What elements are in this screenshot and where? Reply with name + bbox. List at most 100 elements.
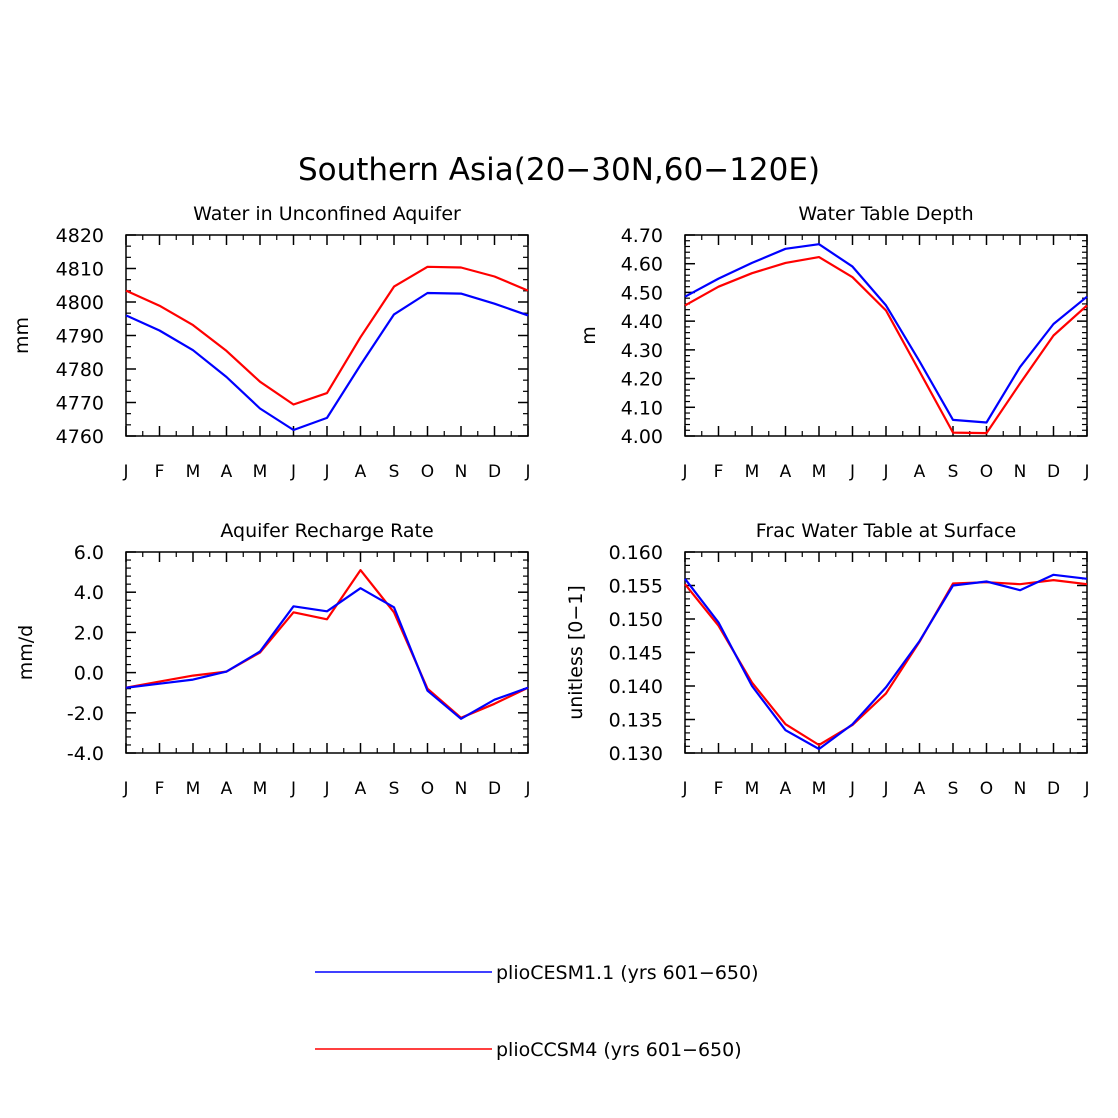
y-tick-label: 4810 [56,259,104,281]
x-tick-label: J [524,462,530,482]
series-line-cesm [125,587,529,720]
x-tick-label: S [948,779,959,799]
x-tick-label: J [290,779,296,799]
x-tick-label: D [488,462,501,482]
panel-title: Aquifer Recharge Rate [220,520,433,542]
y-axis-label: mm [11,317,33,354]
y-tick-label: 2.0 [74,622,104,644]
y-tick-label: 6.0 [74,542,104,564]
x-tick-label: M [253,462,268,482]
y-tick-label: 0.135 [609,710,663,732]
y-axis-label: unitless [0−1] [565,585,587,720]
panel-title: Water in Unconfined Aquifer [193,203,461,225]
y-tick-label: 4.60 [621,254,663,276]
plot-frame [125,234,529,437]
x-tick-label: N [455,779,468,799]
y-tick-label: 0.0 [74,663,104,685]
x-tick-label: J [681,779,687,799]
y-tick-label: 0.140 [609,676,663,698]
y-tick-label: 4.70 [621,225,663,247]
x-tick-label: J [1083,462,1089,482]
y-tick-label: -2.0 [67,703,104,725]
x-tick-label: J [323,779,329,799]
x-tick-label: N [1014,779,1027,799]
x-tick-label: F [714,779,724,799]
y-tick-label: 0.150 [609,609,663,631]
y-axis-label: m [578,326,600,345]
x-tick-label: S [948,462,959,482]
x-tick-label: O [980,779,993,799]
x-tick-label: O [980,462,993,482]
x-tick-label: M [745,462,760,482]
x-tick-label: J [290,462,296,482]
x-tick-label: J [122,462,128,482]
y-tick-label: 0.145 [609,643,663,665]
plot-frame [684,551,1088,754]
y-tick-label: 4760 [56,426,104,448]
x-tick-label: M [253,779,268,799]
legend-label-ccsm: plioCCSM4 (yrs 601−650) [496,1039,742,1061]
series-line-ccsm [684,256,1088,435]
series-line-ccsm [125,568,529,719]
x-tick-label: J [122,779,128,799]
x-tick-label: J [681,462,687,482]
x-tick-label: F [155,779,165,799]
x-tick-label: N [455,462,468,482]
x-tick-label: J [1083,779,1089,799]
series-line-ccsm [125,265,529,406]
y-tick-label: 4.40 [621,311,663,333]
y-tick-label: 0.155 [609,576,663,598]
y-tick-label: 4.10 [621,397,663,419]
x-tick-label: D [488,779,501,799]
x-tick-label: A [355,779,367,799]
y-tick-label: 4800 [56,292,104,314]
x-tick-label: J [849,462,855,482]
y-tick-label: 4790 [56,326,104,348]
x-tick-label: O [421,779,434,799]
x-tick-label: J [524,779,530,799]
x-tick-label: F [714,462,724,482]
panel-title: Water Table Depth [798,203,973,225]
x-tick-label: A [780,779,792,799]
series-line-ccsm [684,578,1088,747]
y-axis-label: mm/d [15,625,37,680]
x-tick-label: M [812,779,827,799]
y-tick-label: 0.160 [609,542,663,564]
y-tick-label: 0.130 [609,743,663,765]
y-tick-label: 4780 [56,359,104,381]
x-tick-label: D [1047,779,1060,799]
x-tick-label: A [914,779,926,799]
x-tick-label: J [323,462,329,482]
y-tick-label: 4.00 [621,426,663,448]
x-tick-label: J [849,779,855,799]
panel-title: Frac Water Table at Surface [756,520,1016,542]
y-tick-label: 4.0 [74,582,104,604]
x-tick-label: O [421,462,434,482]
x-tick-label: M [812,462,827,482]
plot-frame [125,551,529,754]
x-tick-label: A [914,462,926,482]
x-tick-label: S [389,779,400,799]
x-tick-label: M [745,779,760,799]
x-tick-label: A [221,462,233,482]
x-tick-label: J [882,779,888,799]
legend: plioCESM1.1 (yrs 601−650) plioCCSM4 (yrs… [315,962,759,1061]
panel-frac-water-table: Frac Water Table at Surface unitless [0−1… [565,520,1090,799]
x-tick-label: N [1014,462,1027,482]
series-line-cesm [125,291,529,432]
y-tick-label: 4.50 [621,282,663,304]
series-line-cesm [684,573,1088,751]
x-tick-label: A [355,462,367,482]
main-title: Southern Asia(20−30N,60−120E) [298,152,820,188]
x-tick-label: J [882,462,888,482]
y-tick-label: 4770 [56,393,104,415]
legend-label-cesm: plioCESM1.1 (yrs 601−650) [496,962,759,984]
y-tick-label: 4820 [56,225,104,247]
x-tick-label: M [186,462,201,482]
x-tick-label: S [389,462,400,482]
